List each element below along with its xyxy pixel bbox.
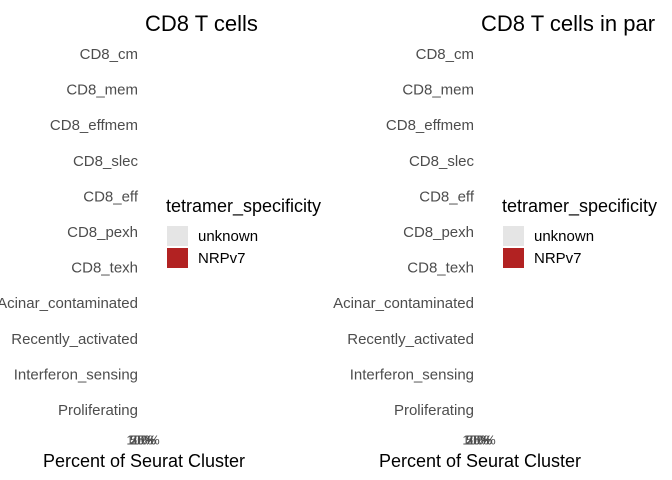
x-tick-label: 50% (466, 432, 492, 447)
legend-item-label: unknown (198, 228, 258, 245)
y-tick-label: Acinar_contaminated (0, 295, 138, 312)
legend-swatch (167, 248, 188, 268)
y-tick-label: CD8_cm (416, 46, 474, 63)
legend-swatch (503, 226, 524, 246)
y-tick-label: CD8_slec (409, 153, 475, 170)
x-axis-title: Percent of Seurat Cluster (379, 451, 581, 471)
y-tick-label: Recently_activated (347, 331, 474, 348)
x-tick-label: 0% (134, 432, 153, 447)
y-tick-label: CD8_texh (71, 260, 138, 277)
legend-swatch (167, 226, 188, 246)
y-tick-label: CD8_slec (73, 153, 139, 170)
y-tick-label: CD8_pexh (403, 224, 474, 241)
x-axis-title: Percent of Seurat Cluster (43, 451, 245, 471)
y-tick-label: CD8_mem (402, 82, 474, 99)
y-tick-label: CD8_effmem (50, 117, 138, 134)
legend-item-label: NRPv7 (198, 250, 246, 267)
x-tick-label: 100% (126, 432, 160, 447)
legend-item-label: NRPv7 (534, 250, 582, 267)
x-tick-label: 75% (466, 432, 492, 447)
chart-title: CD8 T cells in par (481, 11, 655, 36)
y-tick-label: CD8_eff (83, 188, 139, 205)
y-tick-label: Proliferating (394, 402, 474, 419)
x-tick-label: 25% (130, 432, 156, 447)
x-tick-label: 75% (130, 432, 156, 447)
chart-title: CD8 T cells (145, 11, 258, 36)
y-tick-label: CD8_mem (66, 82, 138, 99)
y-tick-label: CD8_effmem (386, 117, 474, 134)
legend-item-label: unknown (534, 228, 594, 245)
x-tick-label: 0% (470, 432, 489, 447)
y-tick-label: CD8_eff (419, 188, 475, 205)
legend-title: tetramer_specificity (166, 196, 321, 217)
y-tick-label: CD8_texh (407, 260, 474, 277)
x-tick-label: 100% (462, 432, 496, 447)
y-tick-label: CD8_pexh (67, 224, 138, 241)
y-tick-label: Interferon_sensing (350, 366, 474, 383)
legend-title: tetramer_specificity (502, 196, 657, 217)
y-tick-label: Acinar_contaminated (333, 295, 474, 312)
y-tick-label: Interferon_sensing (14, 366, 138, 383)
y-tick-label: CD8_cm (80, 46, 138, 63)
y-tick-label: Proliferating (58, 402, 138, 419)
legend-swatch (503, 248, 524, 268)
y-tick-label: Recently_activated (11, 331, 138, 348)
x-tick-label: 50% (130, 432, 156, 447)
x-tick-label: 25% (466, 432, 492, 447)
